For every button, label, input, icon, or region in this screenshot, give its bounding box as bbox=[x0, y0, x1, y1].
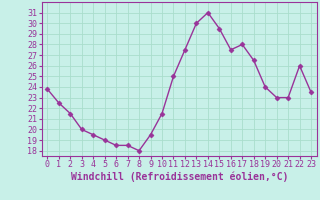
X-axis label: Windchill (Refroidissement éolien,°C): Windchill (Refroidissement éolien,°C) bbox=[70, 172, 288, 182]
